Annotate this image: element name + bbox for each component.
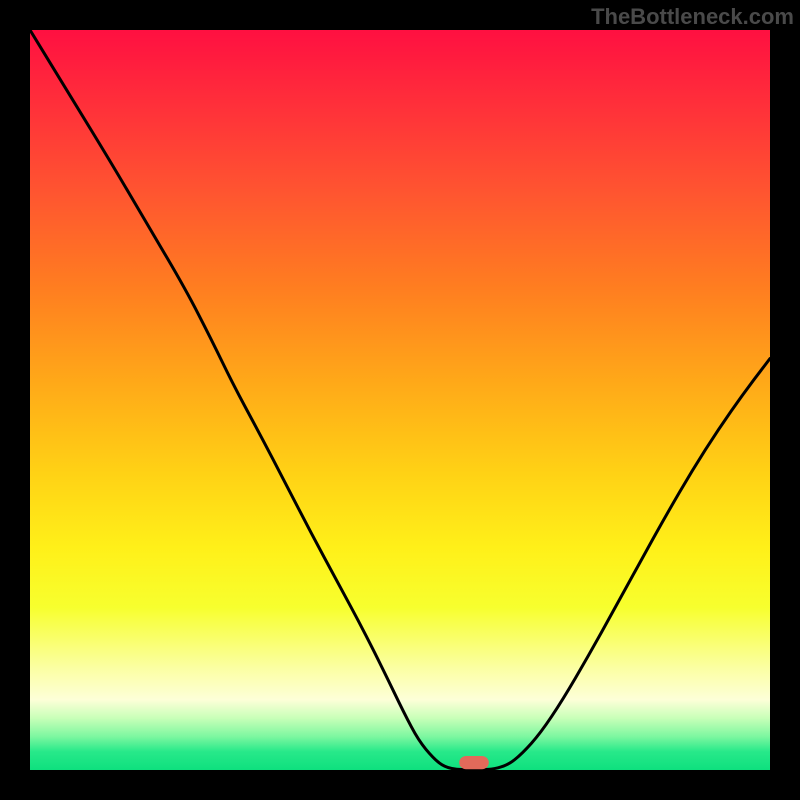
bottleneck-chart (0, 0, 800, 800)
frame-right-thick (770, 0, 786, 800)
plot-background (30, 30, 770, 770)
optimal-marker (459, 756, 489, 769)
chart-stage: TheBottleneck.com (0, 0, 800, 800)
